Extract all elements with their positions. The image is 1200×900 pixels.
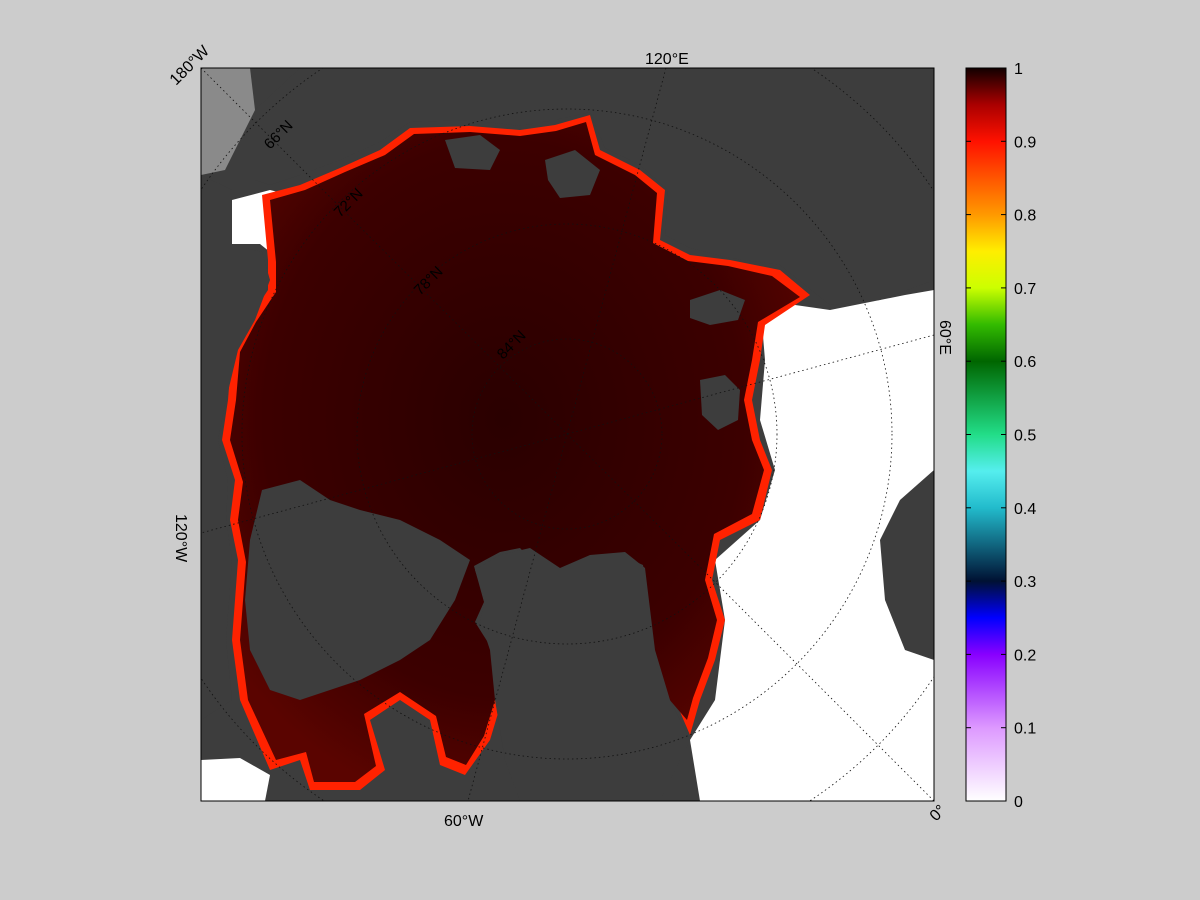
land-franz-josef [690, 290, 745, 325]
open-water-labrador [201, 758, 270, 801]
colorbar-tick-label: 0.5 [1014, 428, 1036, 445]
meridian-120e-60w [467, 68, 667, 801]
colorbar-tick-label: 1 [1014, 61, 1023, 78]
open-water-atlantic [690, 290, 934, 801]
land-scandinavia [880, 470, 934, 660]
lon-label-60w: 60°W [444, 813, 484, 830]
colorbar-ticks: 1 0.9 0.8 0.7 0.6 0.5 0.4 0.3 0.2 0.1 0 [966, 61, 1036, 811]
land-siberia [255, 68, 934, 305]
land-svalbard-islands [700, 375, 740, 430]
colorbar-tick-label: 0.8 [1014, 208, 1036, 225]
latitude-circle-78n [356, 223, 778, 645]
lon-label-0: 0° [927, 802, 950, 825]
latitude-circle-84n [471, 338, 663, 530]
colorbar: 1 0.9 0.8 0.7 0.6 0.5 0.4 0.3 0.2 0.1 0 [965, 61, 1036, 811]
meridian-60e-120w [201, 334, 934, 534]
land-new-siberian [445, 135, 500, 170]
land-severnaya [545, 150, 600, 198]
land-alaska [201, 175, 270, 720]
colorbar-tick-label: 0 [1014, 794, 1023, 811]
meridian-180-0 [201, 68, 934, 801]
colorbar-tick-label: 0.6 [1014, 354, 1036, 371]
map-frame [200, 67, 935, 802]
land-greenland [475, 548, 690, 801]
lon-label-120e: 120°E [645, 51, 689, 68]
lon-label-120w: 120°W [172, 514, 189, 563]
glacier-terrain [201, 68, 255, 175]
colorbar-tick-label: 0.2 [1014, 647, 1036, 664]
colorbar-tick-label: 0.4 [1014, 501, 1036, 518]
colorbar-tick-label: 0.3 [1014, 574, 1036, 591]
lon-label-60e: 60°E [936, 320, 953, 355]
colorbar-tick-label: 0.1 [1014, 721, 1036, 738]
colorbar-tick-label: 0.9 [1014, 134, 1036, 151]
colorbar-gradient [965, 67, 1007, 802]
latitude-circle-72n [241, 108, 893, 760]
land-canadian-archipelago [245, 480, 470, 700]
map-panel: 66°N 72°N 78°N 84°N [201, 68, 934, 801]
colorbar-tick-label: 0.7 [1014, 281, 1036, 298]
graticule [201, 68, 934, 801]
